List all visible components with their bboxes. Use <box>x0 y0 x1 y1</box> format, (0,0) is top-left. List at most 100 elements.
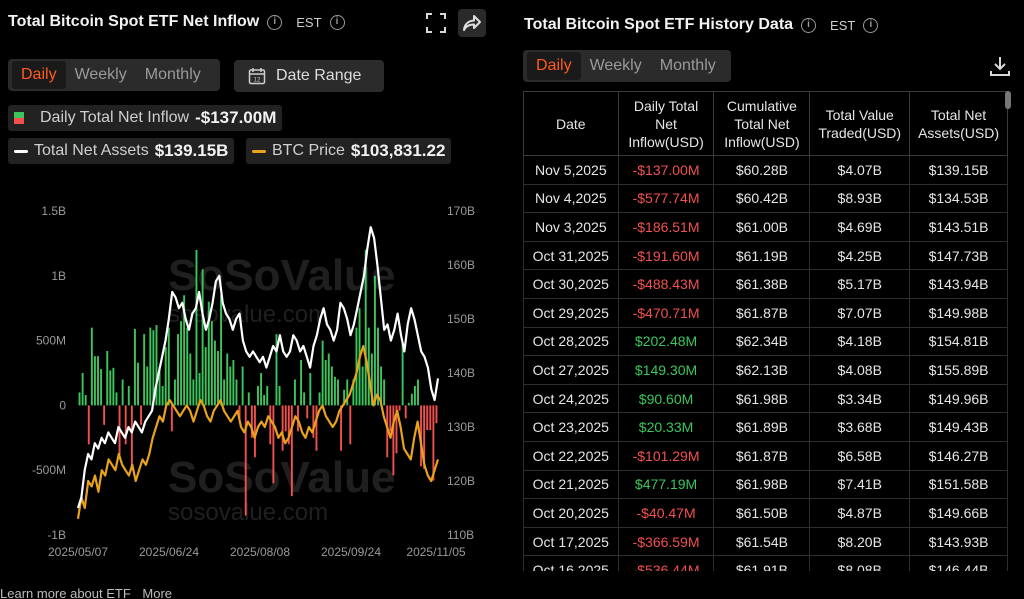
inflow-bar <box>275 334 278 406</box>
y-left-tick-label: 0 <box>59 398 66 412</box>
x-tick-label: 2025/08/08 <box>230 545 290 559</box>
cell-net-assets: $155.89B <box>909 355 1008 385</box>
inflow-bar <box>189 353 192 406</box>
table-row[interactable]: Oct 17,2025 -$366.59M $61.54B $8.20B $143.93… <box>523 526 1008 557</box>
cell-value-traded: $4.18B <box>809 326 911 357</box>
timezone-info-icon[interactable]: i <box>329 14 345 30</box>
inflow-bar <box>389 405 392 432</box>
inflow-bar <box>130 405 133 471</box>
inflow-bar <box>192 379 195 406</box>
inflow-bar <box>435 405 438 424</box>
x-tick-label: 2025/05/07 <box>48 545 108 559</box>
net-inflow-chart[interactable]: SoSoValue sosovalue.com SoSoValue sosova… <box>0 190 500 565</box>
table-row[interactable]: Nov 3,2025 -$186.51M $61.00B $4.69B $143.51B <box>523 212 1008 242</box>
inflow-bar <box>263 395 266 406</box>
cell-value-traded: $4.69B <box>809 212 911 242</box>
history-table: Date Daily Total Net Inflow(USD) Cumulat… <box>523 91 1008 571</box>
table-scrollbar[interactable] <box>1005 91 1011 109</box>
watermark: SoSoValue sosovalue.com SoSoValue sosova… <box>168 251 395 526</box>
inflow-bar <box>198 373 201 406</box>
inflow-bar <box>343 389 346 406</box>
inflow-legend-label: Daily Total Net Inflow <box>40 109 190 126</box>
cell-value-traded: $8.08B <box>809 555 911 571</box>
cell-value-traded: $3.68B <box>809 412 911 442</box>
inflow-bar <box>183 295 186 406</box>
history-table-container[interactable]: Date Daily Total Net Inflow(USD) Cumulat… <box>523 91 1011 571</box>
share-icon[interactable] <box>458 9 486 37</box>
cell-net-assets: $149.96B <box>909 383 1008 414</box>
tab-monthly[interactable]: Monthly <box>144 66 201 83</box>
col-cumulative-inflow[interactable]: Cumulative Total Net Inflow(USD) <box>713 91 811 156</box>
col-daily-inflow[interactable]: Daily Total Net Inflow(USD) <box>617 91 715 156</box>
cell-cumulative-inflow: $61.91B <box>713 555 811 571</box>
inflow-bar <box>121 379 124 406</box>
inflow-bar <box>330 366 333 406</box>
history-tab-weekly[interactable]: Weekly <box>589 57 642 74</box>
cell-daily-inflow: -$191.60M <box>617 240 715 271</box>
inflow-bar <box>229 366 232 406</box>
cell-cumulative-inflow: $61.98B <box>713 383 811 414</box>
inflow-bar <box>407 402 410 406</box>
learn-more-link[interactable]: Learn more about ETF <box>0 586 131 599</box>
inflow-bar <box>315 405 318 451</box>
inflow-bar <box>272 405 275 484</box>
cell-net-assets: $149.66B <box>909 498 1008 528</box>
inflow-bar <box>324 360 327 406</box>
table-row[interactable]: Oct 27,2025 $149.30M $62.13B $4.08B $155.89B <box>523 355 1008 385</box>
y-right-tick-label: 160B <box>447 258 475 272</box>
inflow-bar <box>257 385 259 406</box>
table-row[interactable]: Oct 21,2025 $477.19M $61.98B $7.41B $151.58B <box>523 469 1008 500</box>
history-tab-daily[interactable]: Daily <box>527 52 581 80</box>
inflow-bar <box>333 376 336 406</box>
table-row[interactable]: Oct 22,2025 -$101.29M $61.87B $6.58B $146.27… <box>523 440 1008 471</box>
col-value-traded[interactable]: Total Value Traded(USD) <box>809 91 911 156</box>
table-row[interactable]: Oct 20,2025 -$40.47M $61.50B $4.87B $149.66B <box>523 498 1008 528</box>
col-net-assets[interactable]: Total Net Assets(USD) <box>909 91 1008 156</box>
inflow-bar <box>112 367 115 406</box>
cell-daily-inflow: $20.33M <box>617 412 715 442</box>
cell-date: Nov 4,2025 <box>523 183 619 214</box>
cell-daily-inflow: -$186.51M <box>617 212 715 242</box>
inflow-bar <box>90 327 93 406</box>
y-right-tick-label: 130B <box>447 420 475 434</box>
inflow-bar <box>321 340 324 406</box>
y-left-tick-label: 1.5B <box>41 204 66 218</box>
inflow-bar <box>152 330 155 406</box>
tab-daily[interactable]: Daily <box>12 61 66 89</box>
history-tab-monthly[interactable]: Monthly <box>659 57 716 74</box>
cell-value-traded: $4.87B <box>809 498 911 528</box>
download-icon[interactable] <box>986 52 1014 80</box>
history-info-icon[interactable]: i <box>801 17 817 33</box>
table-row[interactable]: Nov 4,2025 -$577.74M $60.42B $8.93B $134.53B <box>523 183 1008 214</box>
cell-net-assets: $149.43B <box>909 412 1008 442</box>
date-range-button[interactable]: 12 Date Range <box>234 60 384 92</box>
inflow-bar <box>413 385 416 406</box>
cell-net-assets: $143.93B <box>909 526 1008 557</box>
cell-net-assets: $146.44B <box>909 555 1008 571</box>
inflow-bar <box>287 405 290 445</box>
inflow-bar <box>195 249 198 406</box>
more-link[interactable]: More <box>142 586 173 599</box>
cell-net-assets: $146.27B <box>909 440 1008 471</box>
inflow-bar <box>97 356 99 406</box>
inflow-legend-icon <box>14 112 24 124</box>
table-row[interactable]: Oct 30,2025 -$488.43M $61.38B $5.17B $143.94… <box>523 269 1008 299</box>
history-timezone-info-icon[interactable]: i <box>863 17 879 33</box>
table-row[interactable]: Oct 29,2025 -$470.71M $61.87B $7.07B $149.98… <box>523 297 1008 328</box>
table-row[interactable]: Oct 16,2025 -$536.44M $61.91B $8.08B $146.44… <box>523 555 1008 571</box>
inflow-bar <box>346 379 349 406</box>
table-row[interactable]: Oct 23,2025 $20.33M $61.89B $3.68B $149.43B <box>523 412 1008 442</box>
col-date[interactable]: Date <box>523 91 619 156</box>
cell-date: Nov 5,2025 <box>523 155 619 185</box>
inflow-bar <box>155 325 158 406</box>
info-icon[interactable]: i <box>267 14 283 30</box>
table-row[interactable]: Oct 31,2025 -$191.60M $61.19B $4.25B $147.73… <box>523 240 1008 271</box>
table-row[interactable]: Nov 5,2025 -$137.00M $60.28B $4.07B $139.15B <box>523 155 1008 185</box>
inflow-bar <box>149 327 152 406</box>
table-row[interactable]: Oct 28,2025 $202.48M $62.34B $4.18B $154.81B <box>523 326 1008 357</box>
table-row[interactable]: Oct 24,2025 $90.60M $61.98B $3.34B $149.96B <box>523 383 1008 414</box>
inflow-bar <box>124 405 127 445</box>
fullscreen-icon[interactable] <box>422 9 450 37</box>
tab-weekly[interactable]: Weekly <box>74 66 127 83</box>
inflow-bar <box>180 321 183 406</box>
